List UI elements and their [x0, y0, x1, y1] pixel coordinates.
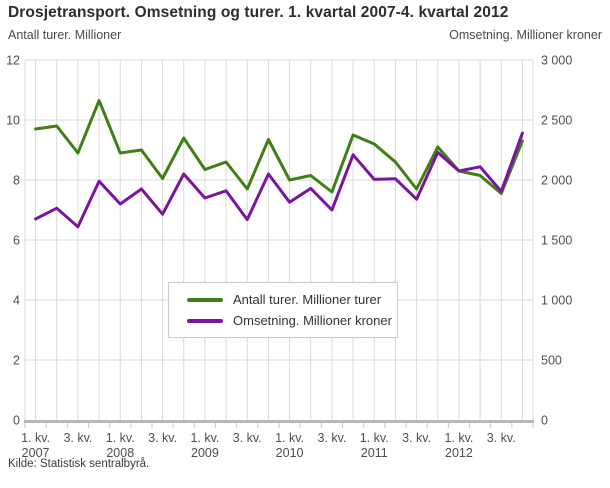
- x-axis-tick-label: 3. kv.: [487, 431, 516, 445]
- left-axis-tick-label: 6: [13, 234, 20, 248]
- right-axis-tick-label: 500: [541, 354, 562, 368]
- right-axis-tick-label: 2 500: [541, 114, 572, 128]
- left-axis-tick-label: 12: [6, 54, 20, 68]
- right-axis-title: Omsetning. Millioner kroner: [449, 28, 602, 42]
- x-axis-year-label: 2007: [22, 446, 50, 460]
- x-axis-tick-label: 3. kv.: [63, 431, 92, 445]
- left-axis-tick-label: 8: [13, 174, 20, 188]
- x-axis-tick-label: 1. kv.: [21, 431, 50, 445]
- left-axis-title: Antall turer. Millioner: [8, 28, 122, 42]
- chart-title: Drosjetransport. Omsetning og turer. 1. …: [8, 4, 509, 21]
- x-axis-tick-label: 3. kv.: [233, 431, 262, 445]
- x-axis-tick-label: 1. kv.: [106, 431, 135, 445]
- legend-label-turer: Antall turer. Millioner turer: [233, 292, 382, 307]
- x-axis-year-label: 2008: [106, 446, 134, 460]
- x-axis-tick-label: 1. kv.: [360, 431, 389, 445]
- series-line-1: [34, 131, 524, 229]
- right-axis-tick-label: 1 000: [541, 294, 572, 308]
- source-note: Kilde: Statistisk sentralbyrå.: [8, 458, 150, 470]
- x-axis-year-label: 2010: [276, 446, 304, 460]
- legend-item-turer: Antall turer. Millioner turer: [187, 292, 397, 307]
- left-axis-tick-label: 10: [6, 114, 20, 128]
- x-axis-year-label: 2009: [191, 446, 219, 460]
- legend-label-omsetning: Omsetning. Millioner kroner: [233, 313, 392, 328]
- x-axis-tick-label: 3. kv.: [402, 431, 431, 445]
- x-axis-tick-label: 3. kv.: [317, 431, 346, 445]
- left-axis-tick-label: 4: [13, 294, 20, 308]
- right-axis-tick-label: 2 000: [541, 174, 572, 188]
- right-axis-tick-label: 0: [541, 414, 548, 428]
- x-axis-tick-label: 1. kv.: [275, 431, 304, 445]
- right-axis-tick-label: 3 000: [541, 54, 572, 68]
- x-axis-year-label: 2012: [445, 446, 473, 460]
- legend: Antall turer. Millioner turer Omsetning.…: [168, 282, 398, 338]
- x-axis-tick-label: 1. kv.: [444, 431, 473, 445]
- x-axis-year-label: 2011: [361, 446, 388, 460]
- right-axis-tick-label: 1 500: [541, 234, 572, 248]
- x-axis-tick-label: 3. kv.: [148, 431, 177, 445]
- omsetning-line-swatch: [187, 318, 223, 323]
- left-axis-tick-label: 2: [13, 354, 20, 368]
- turer-line-swatch: [187, 297, 223, 302]
- x-axis-tick-label: 1. kv.: [190, 431, 219, 445]
- left-axis-tick-label: 0: [13, 414, 20, 428]
- legend-item-omsetning: Omsetning. Millioner kroner: [187, 313, 397, 328]
- series-line-0: [34, 99, 524, 195]
